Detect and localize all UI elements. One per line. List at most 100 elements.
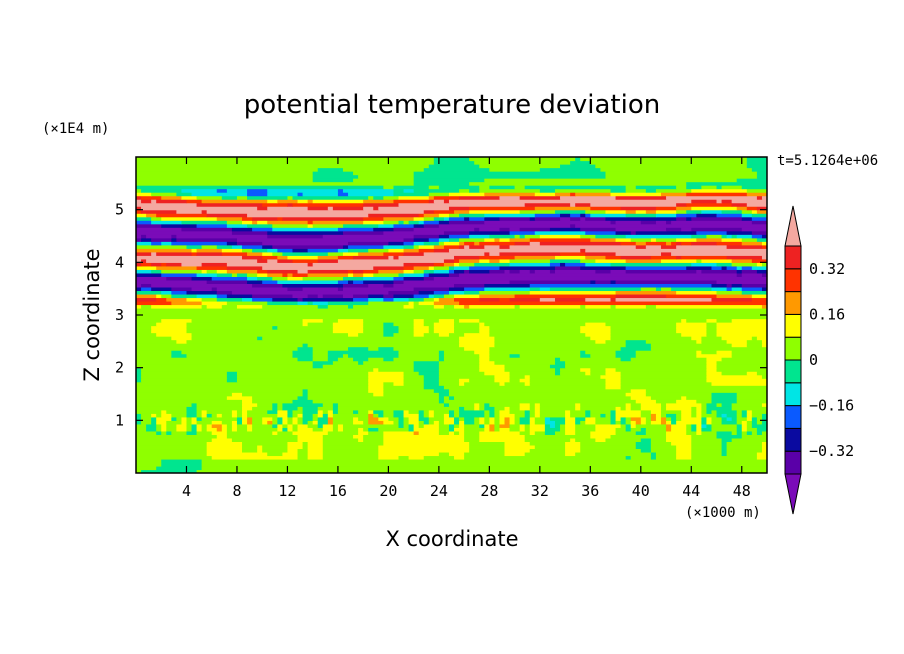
- heatmap-cell: [438, 185, 480, 190]
- heatmap-cell: [590, 434, 612, 439]
- heatmap-cell: [297, 192, 304, 197]
- heatmap-cell: [231, 409, 238, 414]
- heatmap-cell: [236, 420, 243, 425]
- heatmap-cell: [141, 420, 152, 425]
- heatmap-cell: [716, 241, 743, 246]
- heatmap-cell: [368, 381, 384, 386]
- heatmap-cell: [423, 322, 435, 327]
- heatmap-cell: [509, 269, 521, 274]
- heatmap-cell: [706, 420, 713, 425]
- heatmap-cell: [660, 406, 667, 411]
- heatmap-cell: [691, 441, 723, 446]
- heatmap-cell: [494, 339, 596, 344]
- heatmap-cell: [671, 286, 713, 292]
- heatmap-cell: [565, 262, 586, 267]
- heatmap-cell: [575, 157, 581, 162]
- heatmap-cell: [312, 413, 319, 418]
- heatmap-cell: [393, 357, 440, 362]
- heatmap-cell: [226, 300, 268, 306]
- heatmap-cell: [231, 420, 238, 425]
- heatmap-cell: [181, 227, 233, 232]
- heatmap-cell: [257, 269, 268, 274]
- heatmap-cell: [242, 248, 253, 253]
- heatmap-cell: [499, 297, 511, 302]
- heatmap-cell: [433, 265, 450, 270]
- heatmap-cell: [716, 329, 767, 334]
- heatmap-cell: [383, 283, 395, 288]
- heatmap-cell: [342, 230, 384, 235]
- heatmap-cell: [454, 283, 485, 288]
- heatmap-cell: [539, 413, 566, 418]
- heatmap-cell: [459, 406, 465, 411]
- heatmap-cell: [600, 413, 607, 418]
- heatmap-cell: [620, 255, 652, 260]
- heatmap-cell: [423, 209, 435, 214]
- heatmap-cell: [322, 364, 415, 369]
- heatmap-cell: [363, 220, 384, 225]
- heatmap-cell: [746, 164, 767, 169]
- heatmap-cell: [549, 262, 561, 267]
- heatmap-cell: [560, 164, 596, 169]
- heatmap-cell: [262, 244, 273, 249]
- heatmap-cell: [443, 216, 450, 221]
- heatmap-cell: [580, 350, 586, 355]
- heatmap-cell: [332, 413, 369, 418]
- heatmap-cell: [136, 413, 142, 418]
- heatmap-cell: [206, 413, 213, 418]
- heatmap-cell: [358, 416, 369, 421]
- heatmap-cell: [479, 227, 501, 232]
- heatmap-cell: [252, 227, 273, 232]
- heatmap-cell: [267, 300, 299, 306]
- heatmap-cell: [201, 465, 767, 471]
- heatmap-cell: [242, 255, 263, 260]
- heatmap-cell: [499, 420, 506, 425]
- heatmap-cell: [363, 276, 395, 281]
- heatmap-cell: [287, 413, 294, 418]
- heatmap-cell: [565, 413, 571, 418]
- heatmap-cell: [701, 413, 718, 418]
- heatmap-cell: [484, 402, 490, 407]
- heatmap-cell: [585, 416, 596, 421]
- heatmap-cell: [418, 290, 435, 295]
- heatmap-cell: [529, 216, 536, 221]
- heatmap-cell: [353, 409, 359, 414]
- heatmap-cell: [459, 409, 485, 414]
- heatmap-cell: [721, 451, 728, 457]
- heatmap-cell: [529, 448, 566, 453]
- heatmap-cell: [206, 441, 243, 446]
- heatmap-cell: [312, 262, 405, 267]
- heatmap-cell: [711, 297, 753, 302]
- heatmap-cell: [186, 430, 198, 435]
- heatmap-cell: [464, 286, 485, 292]
- heatmap-cell: [136, 265, 157, 270]
- heatmap-cell: [403, 371, 420, 376]
- heatmap-cell: [529, 416, 536, 421]
- heatmap-cell: [751, 213, 767, 218]
- heatmap-cell: [554, 209, 586, 214]
- heatmap-cell: [363, 269, 379, 274]
- heatmap-cell: [701, 258, 733, 263]
- heatmap-cell: [519, 406, 531, 411]
- heatmap-cell: [438, 430, 450, 435]
- heatmap-cell: [226, 220, 243, 225]
- heatmap-cell: [327, 304, 349, 309]
- heatmap-cell: [383, 437, 465, 442]
- heatmap-cell: [443, 304, 455, 309]
- heatmap-cell: [373, 206, 379, 211]
- heatmap-cell: [231, 272, 238, 277]
- heatmap-cell: [438, 297, 455, 302]
- heatmap-cell: [151, 420, 157, 425]
- heatmap-cell: [151, 241, 162, 246]
- heatmap-cell: [691, 241, 718, 246]
- heatmap-cell: [206, 451, 268, 457]
- heatmap-cell: [509, 297, 541, 302]
- heatmap-cell: [383, 430, 415, 435]
- heatmap-cell: [605, 367, 617, 372]
- heatmap-cell: [297, 420, 304, 425]
- heatmap-cell: [575, 427, 596, 432]
- heatmap-cell: [645, 241, 667, 246]
- heatmap-cell: [287, 195, 294, 200]
- heatmap-cell: [585, 413, 591, 418]
- heatmap-cell: [519, 195, 561, 200]
- heatmap-cell: [716, 318, 733, 323]
